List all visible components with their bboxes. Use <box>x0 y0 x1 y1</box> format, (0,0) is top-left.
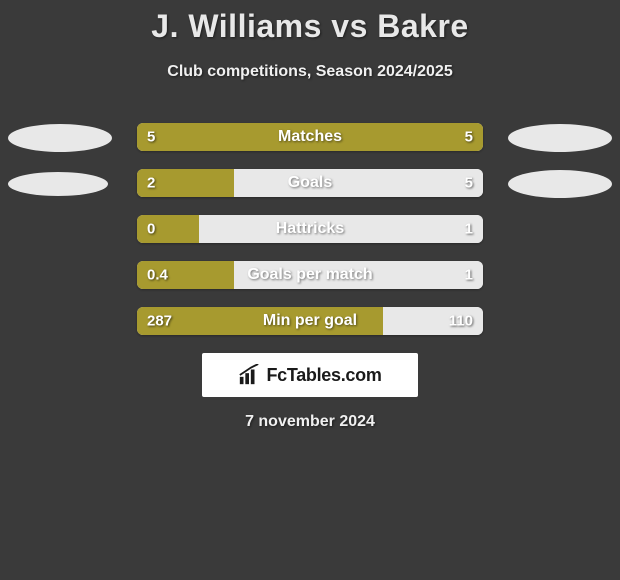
subtitle: Club competitions, Season 2024/2025 <box>0 63 620 81</box>
vs-label: vs <box>331 8 368 44</box>
bar-left <box>137 261 234 289</box>
ellipse-right <box>508 124 612 152</box>
stat-row: 01Hattricks <box>0 215 620 245</box>
page-title: J. Williams vs Bakre <box>0 8 620 45</box>
stat-row: 55Matches <box>0 123 620 153</box>
player2-name: Bakre <box>377 8 468 44</box>
bar-left <box>137 169 234 197</box>
stat-row: 287110Min per goal <box>0 307 620 337</box>
bar-left <box>137 307 383 335</box>
ellipse-right <box>508 170 612 198</box>
bar-track: 25Goals <box>137 169 483 197</box>
chart-icon <box>238 364 260 386</box>
stat-row: 0.41Goals per match <box>0 261 620 291</box>
player1-name: J. Williams <box>151 8 322 44</box>
ellipse-left <box>8 172 108 196</box>
bar-track: 01Hattricks <box>137 215 483 243</box>
bar-left <box>137 215 199 243</box>
bar-track: 287110Min per goal <box>137 307 483 335</box>
bar-right <box>383 307 483 335</box>
stat-rows: 55Matches 25Goals 01Hattricks 0.41Goals per… <box>0 123 620 337</box>
bar-right <box>199 215 483 243</box>
branding-badge: FcTables.com <box>202 353 418 397</box>
bar-right <box>234 169 483 197</box>
branding-text: FcTables.com <box>266 365 381 386</box>
bar-track: 55Matches <box>137 123 483 151</box>
bar-right <box>234 261 483 289</box>
ellipse-left <box>8 124 112 152</box>
date-label: 7 november 2024 <box>0 413 620 431</box>
bar-track: 0.41Goals per match <box>137 261 483 289</box>
bar-left <box>137 123 483 151</box>
stat-row: 25Goals <box>0 169 620 199</box>
